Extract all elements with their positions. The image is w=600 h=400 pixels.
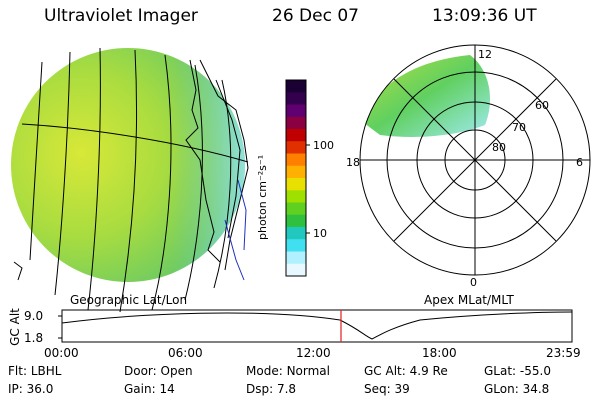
timeline-axis-label: GC Alt xyxy=(7,308,22,346)
status-glon: GLon: 34.8 xyxy=(484,382,550,396)
colorbar-segment xyxy=(286,227,306,240)
status-seq: Seq: 39 xyxy=(364,382,410,396)
colorbar-frame xyxy=(285,79,307,277)
colorbar-segment xyxy=(286,129,306,142)
mlt-label-12: 12 xyxy=(478,48,492,61)
colorbar-segment xyxy=(286,116,306,130)
colorbar-segment xyxy=(286,202,306,216)
timeline-xtick-3: 18:00 xyxy=(422,346,457,360)
colorbar-segment xyxy=(286,190,306,203)
geographic-map xyxy=(11,47,249,313)
geographic-map-label: Geographic Lat/Lon xyxy=(70,293,188,307)
timeline-xtick-1: 06:00 xyxy=(168,346,203,360)
status-door: Door: Open xyxy=(124,364,193,378)
lat-label-70: 70 xyxy=(512,121,526,134)
timeline-xtick-4: 23:59 xyxy=(546,346,581,360)
colorbar-tick-100: 100 xyxy=(313,139,334,152)
lat-label-80: 80 xyxy=(492,141,506,154)
timeline-xtick-0: 00:00 xyxy=(44,346,79,360)
status-ip: IP: 36.0 xyxy=(8,382,54,396)
time-label: 13:09:36 UT xyxy=(432,6,537,26)
colorbar-segment xyxy=(286,165,306,179)
colorbar xyxy=(285,79,307,277)
altitude-timeline xyxy=(58,309,573,343)
colorbar-segment xyxy=(286,239,306,252)
colorbar-segment xyxy=(286,104,306,118)
colorbar-segment xyxy=(286,263,306,277)
colorbar-segment xyxy=(286,153,306,167)
colorbar-segment xyxy=(286,141,306,154)
polar-map-label: Apex MLat/MLT xyxy=(424,293,514,307)
instrument-title: Ultraviolet Imager xyxy=(44,6,198,26)
colorbar-tick-10: 10 xyxy=(313,227,327,240)
timeline-ytick-high: 9.0 xyxy=(24,309,44,323)
status-mode: Mode: Normal xyxy=(246,364,330,378)
colorbar-unit-label: photon cm⁻²s⁻¹ xyxy=(256,154,269,240)
lat-label-60: 60 xyxy=(535,99,549,112)
colorbar-segment xyxy=(286,178,306,191)
mlt-label-6: 6 xyxy=(576,156,583,169)
timeline-ytick-low: 1.8 xyxy=(24,331,44,345)
mlt-label-18: 18 xyxy=(346,156,360,169)
timeline-xtick-2: 12:00 xyxy=(296,346,331,360)
colorbar-segment xyxy=(286,80,306,93)
colorbar-segment xyxy=(286,214,306,228)
mlt-label-0: 0 xyxy=(470,276,477,289)
date-label: 26 Dec 07 xyxy=(272,6,359,26)
status-flt: Flt: LBHL xyxy=(8,364,62,378)
status-gcalt: GC Alt: 4.9 Re xyxy=(364,364,448,378)
status-glat: GLat: -55.0 xyxy=(484,364,551,378)
colorbar-segment xyxy=(286,92,306,105)
polar-map xyxy=(359,44,591,276)
colorbar-segment xyxy=(286,251,306,265)
status-gain: Gain: 14 xyxy=(124,382,175,396)
status-dsp: Dsp: 7.8 xyxy=(246,382,297,396)
